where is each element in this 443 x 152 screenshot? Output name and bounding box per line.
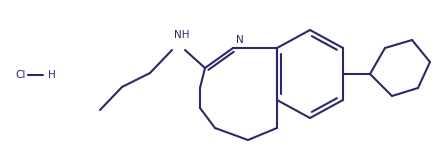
Text: N: N: [236, 35, 244, 45]
Text: H: H: [48, 70, 56, 80]
Text: Cl: Cl: [16, 70, 26, 80]
Text: NH: NH: [174, 30, 190, 40]
